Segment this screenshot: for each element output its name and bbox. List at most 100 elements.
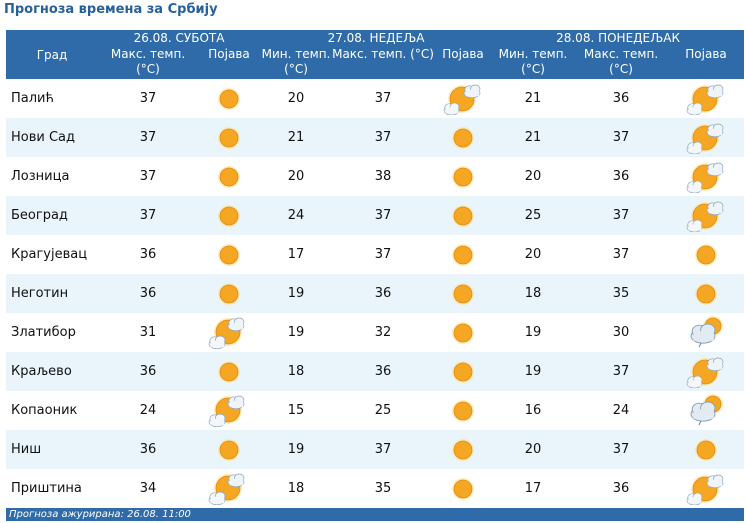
d1-icon-cell: [198, 235, 260, 274]
col-header-d1-max: Макс. темп. (°C): [110, 47, 186, 76]
d3-max-temp: 30: [612, 325, 630, 340]
sun-behind-cloud-icon: [668, 83, 744, 115]
d2-min-temp: 24: [287, 208, 305, 223]
table-row: Краљево 36 18 36 19 37: [6, 352, 745, 391]
d3-icon-cell: [668, 118, 744, 157]
d2-min-temp: 19: [287, 442, 305, 457]
d2-icon-cell: [434, 391, 492, 430]
sun-icon: [198, 84, 260, 114]
table-row: Неготин 36 19 36 18 35: [6, 274, 745, 313]
col-header-d2-max: Макс. темп. (°C): [332, 47, 434, 61]
sun-icon: [668, 435, 744, 465]
d3-min-temp: 20: [524, 169, 542, 184]
col-header-d3-max: Макс. темп. (°C): [583, 47, 659, 76]
sun-behind-cloud-icon: [668, 161, 744, 193]
table-row: Палић 37 20 37 21 36: [6, 79, 745, 118]
d2-icon-cell: [434, 469, 492, 508]
d2-min-temp: 21: [287, 130, 305, 145]
d1-icon-cell: [198, 274, 260, 313]
d2-icon-cell: [434, 118, 492, 157]
d2-icon-cell: [434, 274, 492, 313]
d2-icon-cell: [434, 235, 492, 274]
d1-max-temp: 36: [139, 247, 157, 262]
d2-max-temp: 37: [374, 442, 392, 457]
city-name: Копаоник: [11, 403, 78, 418]
city-name: Лозница: [11, 169, 70, 184]
d1-icon-cell: [198, 118, 260, 157]
d1-icon-cell: [198, 391, 260, 430]
city-name: Крагујевац: [11, 247, 88, 262]
d2-icon-cell: [434, 352, 492, 391]
d2-min-temp: 18: [287, 364, 305, 379]
d3-min-temp: 16: [524, 403, 542, 418]
d3-icon-cell: [668, 469, 744, 508]
d3-icon-cell: [668, 313, 744, 352]
table-row: Приштина 34 18 35 17 36: [6, 469, 745, 508]
day-header-1: 26.08. СУБОТА: [133, 31, 225, 45]
city-name: Палић: [11, 91, 54, 106]
sun-behind-cloud-icon: [668, 122, 744, 154]
table-row: Копаоник 24 15 25 16 24: [6, 391, 745, 430]
d3-icon-cell: [668, 235, 744, 274]
day-header-3: 28.08. ПОНЕДЕЉАК: [556, 31, 680, 45]
d2-min-temp: 19: [287, 325, 305, 340]
d3-min-temp: 18: [524, 286, 542, 301]
d2-icon-cell: [434, 79, 492, 118]
d2-icon-cell: [434, 313, 492, 352]
d3-icon-cell: [668, 79, 744, 118]
d1-max-temp: 36: [139, 442, 157, 457]
d2-min-temp: 20: [287, 169, 305, 184]
d2-max-temp: 36: [374, 286, 392, 301]
d2-max-temp: 36: [374, 364, 392, 379]
sun-cloud-icon: [198, 395, 260, 427]
table-row: Ниш 36 19 37 20 37: [6, 430, 745, 469]
d1-max-temp: 31: [139, 325, 157, 340]
sun-cloud-icon: [198, 317, 260, 349]
sun-icon: [434, 435, 492, 465]
sun-icon: [434, 357, 492, 387]
table-row: Златибор 31 19 32 19 30: [6, 313, 745, 352]
d3-max-temp: 35: [612, 286, 630, 301]
d1-max-temp: 37: [139, 169, 157, 184]
d3-icon-cell: [668, 391, 744, 430]
d1-max-temp: 37: [139, 91, 157, 106]
d3-min-temp: 19: [524, 325, 542, 340]
d1-icon-cell: [198, 79, 260, 118]
page-title: Прогноза времена за Србију: [4, 2, 218, 17]
sun-icon: [198, 201, 260, 231]
d3-icon-cell: [668, 196, 744, 235]
d2-max-temp: 37: [374, 208, 392, 223]
d3-icon-cell: [668, 274, 744, 313]
d1-icon-cell: [198, 352, 260, 391]
cloud-sun-rain-icon: [668, 393, 744, 428]
d3-max-temp: 36: [612, 91, 630, 106]
d3-min-temp: 20: [524, 442, 542, 457]
d3-min-temp: 21: [524, 91, 542, 106]
sun-icon: [198, 435, 260, 465]
d3-min-temp: 21: [524, 130, 542, 145]
d3-max-temp: 36: [612, 481, 630, 496]
city-name: Краљево: [11, 364, 72, 379]
d2-icon-cell: [434, 196, 492, 235]
sun-icon: [198, 123, 260, 153]
d2-max-temp: 38: [374, 169, 392, 184]
city-name: Нови Сад: [11, 130, 76, 145]
d3-max-temp: 37: [612, 364, 630, 379]
update-footer: Прогноза ажурирана: 26.08. 11:00: [6, 508, 744, 521]
d3-max-temp: 37: [612, 208, 630, 223]
d3-min-temp: 20: [524, 247, 542, 262]
sun-icon: [198, 279, 260, 309]
sun-icon: [434, 123, 492, 153]
d3-icon-cell: [668, 352, 744, 391]
d1-icon-cell: [198, 313, 260, 352]
d2-min-temp: 20: [287, 91, 305, 106]
d2-icon-cell: [434, 157, 492, 196]
d2-max-temp: 37: [374, 91, 392, 106]
sun-cloud-icon: [198, 473, 260, 505]
d2-max-temp: 25: [374, 403, 392, 418]
d2-min-temp: 18: [287, 481, 305, 496]
col-header-d3-icon: Појава: [685, 47, 727, 61]
day-header-2: 27.08. НЕДЕЉА: [327, 31, 425, 45]
d1-max-temp: 36: [139, 286, 157, 301]
sun-icon: [198, 162, 260, 192]
